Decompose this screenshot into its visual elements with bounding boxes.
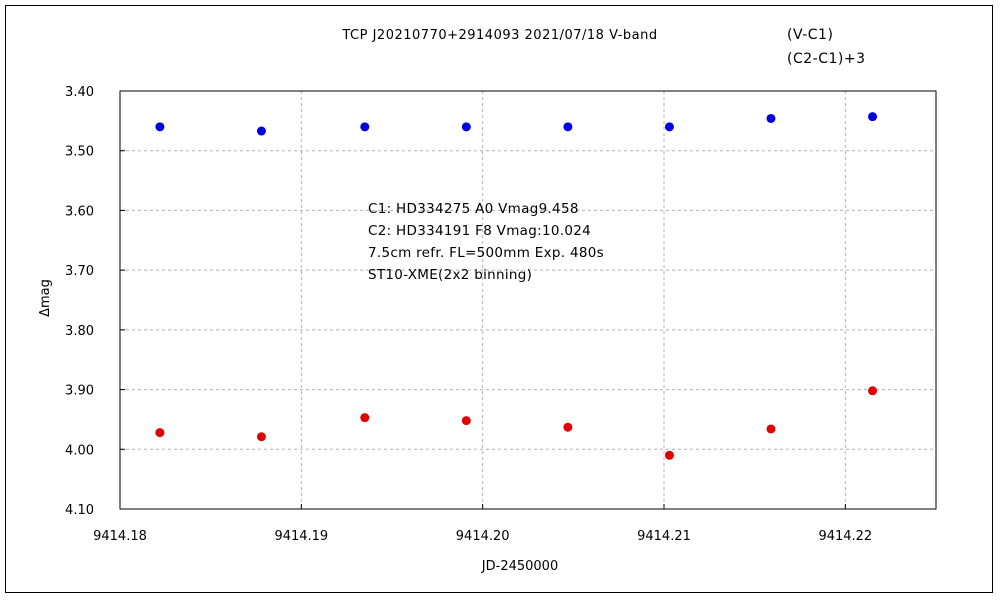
data-point-c2-c1 [256, 126, 266, 136]
x-axis: 9414.18 9414.19 9414.20 9414.21 9414.22 [93, 504, 872, 544]
annotation-line: C1: HD334275 A0 Vmag9.458 [368, 201, 579, 217]
data-point-v-c1 [766, 424, 776, 434]
data-point-v-c1 [868, 386, 878, 396]
data-point-v-c1 [664, 450, 674, 460]
chart-title: TCP J20210770+2914093 2021/07/18 V-band [341, 28, 657, 43]
annotation-line: C2: HD334191 F8 Vmag:10.024 [368, 223, 591, 239]
data-point-c2-c1 [563, 122, 573, 132]
data-point-c2-c1 [766, 113, 776, 123]
data-point-v-c1 [155, 428, 165, 438]
data-point-c2-c1 [461, 122, 471, 132]
x-tick-label: 9414.19 [274, 529, 328, 544]
data-point-v-c1 [360, 413, 370, 423]
annotation-block: C1: HD334275 A0 Vmag9.458 C2: HD334191 F… [368, 201, 604, 283]
data-point-v-c1 [256, 432, 266, 442]
y-axis-label: Δmag [38, 279, 53, 317]
annotation-line: 7.5cm refr. FL=500mm Exp. 480s [368, 245, 604, 261]
x-tick-label: 9414.20 [456, 529, 510, 544]
legend-entry-v-c1: (V-C1) [787, 27, 833, 43]
x-tick-label: 9414.18 [93, 529, 147, 544]
legend-entry-c2-c1: (C2-C1)+3 [787, 51, 865, 67]
data-point-v-c1 [563, 422, 573, 432]
data-point-c2-c1 [155, 122, 165, 132]
y-tick-label: 3.80 [65, 324, 94, 339]
y-tick-label: 4.00 [65, 443, 94, 458]
data-point-c2-c1 [868, 112, 878, 122]
y-tick-label: 3.50 [65, 145, 94, 160]
data-point-c2-c1 [360, 122, 370, 132]
y-axis: 3.40 3.50 3.60 3.70 3.80 3.90 4.00 4.10 [65, 85, 125, 518]
x-axis-label: JD-2450000 [481, 559, 558, 574]
y-tick-label: 3.60 [65, 204, 94, 219]
grid [120, 91, 936, 509]
y-tick-label: 4.10 [65, 503, 94, 518]
data-point-v-c1 [461, 416, 471, 426]
x-tick-label: 9414.22 [818, 529, 872, 544]
annotation-line: ST10-XME(2x2 binning) [368, 267, 532, 283]
y-tick-label: 3.70 [65, 264, 94, 279]
y-tick-label: 3.90 [65, 384, 94, 399]
chart-frame [5, 5, 993, 593]
data-point-c2-c1 [664, 122, 674, 132]
data-points [155, 112, 878, 460]
plot-area [119, 90, 937, 510]
y-tick-label: 3.40 [65, 85, 94, 100]
x-tick-label: 9414.21 [637, 529, 691, 544]
